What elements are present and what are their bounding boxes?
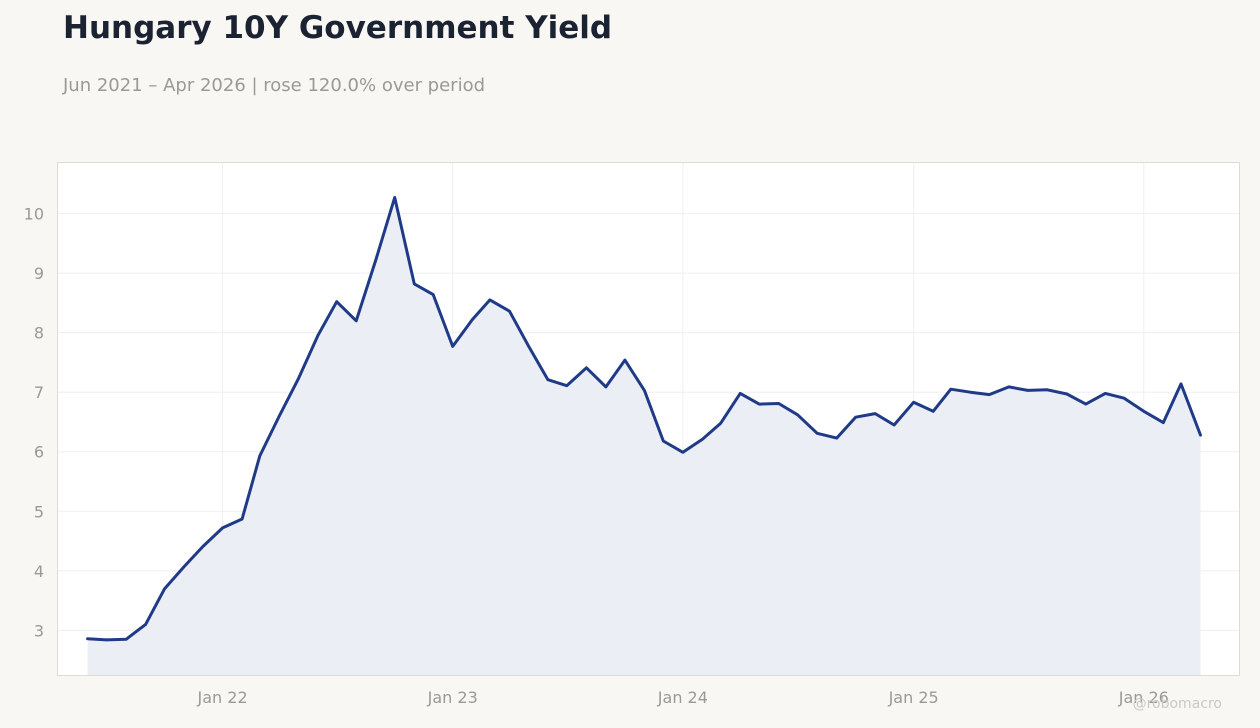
data-point: [739, 392, 742, 395]
data-point: [1199, 433, 1202, 437]
data-point: [278, 414, 281, 418]
x-tick-label: Jan 25: [888, 688, 939, 707]
watermark: @robomacro: [1132, 696, 1222, 712]
data-point: [1065, 392, 1069, 396]
data-point: [988, 393, 991, 396]
data-point: [374, 258, 377, 262]
data-point: [508, 310, 511, 313]
series-layer: [86, 196, 1202, 675]
data-point: [546, 378, 550, 381]
data-point: [355, 319, 358, 322]
data-point: [854, 416, 857, 419]
axis-tick-labels: 3 4 5 6 7 8 9 10 Jan 22 Jan 23 Jan 24 Jan 25 Jan 26: [24, 205, 1169, 707]
data-point: [1046, 388, 1049, 391]
data-point: [796, 413, 799, 416]
data-point: [1026, 389, 1030, 392]
y-tick-label: 9: [34, 264, 44, 283]
data-point: [835, 436, 838, 440]
x-tick-label: Jan 24: [657, 688, 708, 707]
data-point: [451, 345, 454, 348]
y-tick-label: 5: [34, 502, 44, 521]
data-point: [1104, 392, 1107, 395]
data-point: [144, 623, 147, 626]
x-tick-label: Jan 26: [1118, 688, 1169, 707]
data-point: [297, 377, 300, 381]
data-point: [623, 358, 627, 362]
chart-title: Hungary 10Y Government Yield: [63, 10, 613, 46]
data-point: [163, 587, 166, 590]
chart-subtitle: Jun 2021 – Apr 2026 | rose 120.0% over p…: [63, 75, 486, 96]
data-point: [585, 366, 588, 369]
data-point: [1123, 397, 1126, 400]
data-point: [86, 637, 89, 640]
y-tick-label: 8: [34, 324, 44, 343]
data-point: [316, 334, 319, 337]
data-point: [1179, 382, 1183, 386]
data-point: [488, 298, 492, 302]
data-point: [413, 282, 416, 286]
data-point: [912, 401, 915, 404]
data-point: [221, 526, 224, 530]
data-point: [758, 402, 761, 406]
data-point: [874, 412, 877, 415]
data-point: [1162, 421, 1165, 424]
data-point: [124, 638, 128, 641]
y-tick-label: 6: [34, 443, 44, 462]
y-tick-label: 4: [34, 562, 44, 581]
data-point: [527, 344, 530, 347]
series-area: [87, 197, 1201, 675]
data-point: [701, 438, 704, 441]
data-point: [432, 293, 435, 296]
x-tick-label: Jan 23: [427, 688, 478, 707]
data-point: [335, 300, 338, 303]
data-point: [932, 410, 935, 413]
y-tick-label: 10: [24, 205, 44, 224]
x-tick-label: Jan 22: [197, 688, 248, 707]
data-point: [105, 638, 108, 642]
data-point: [643, 389, 646, 392]
data-point: [681, 451, 685, 454]
data-point: [969, 391, 972, 394]
data-point: [240, 517, 244, 521]
data-point: [565, 384, 568, 387]
data-point: [201, 545, 205, 548]
data-point: [892, 423, 896, 427]
data-point: [949, 388, 952, 391]
data-point: [258, 454, 261, 458]
y-tick-label: 7: [34, 383, 44, 402]
data-point: [662, 439, 665, 443]
data-point: [604, 385, 608, 389]
data-point: [471, 318, 474, 321]
data-point: [816, 432, 819, 435]
data-point: [393, 196, 396, 199]
y-tick-label: 3: [34, 621, 44, 640]
data-point: [777, 402, 780, 405]
data-point: [1084, 402, 1088, 406]
data-point: [1142, 410, 1146, 413]
data-point: [182, 565, 186, 568]
data-point: [1007, 385, 1011, 389]
data-point: [719, 422, 722, 425]
